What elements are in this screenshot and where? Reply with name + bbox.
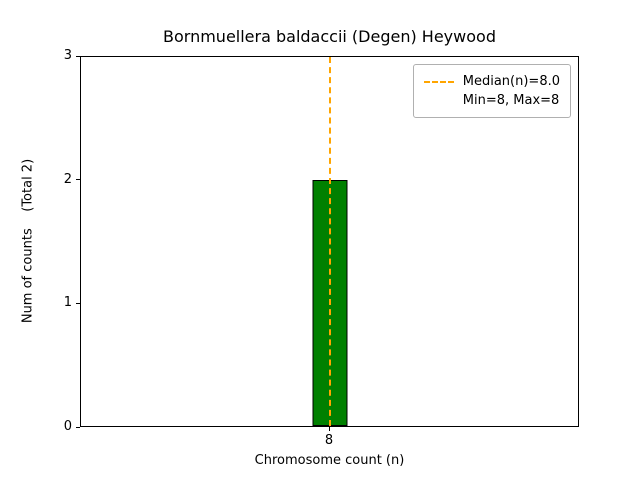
x-tick-label-8: 8	[324, 433, 334, 448]
y-tick-label: 2	[63, 171, 72, 187]
legend-row-median: Median(n)=8.0	[423, 72, 560, 91]
legend-median-dashed-line-icon	[423, 80, 454, 83]
x-tick-mark	[329, 427, 330, 431]
legend-median-label: Median(n)=8.0	[462, 74, 560, 89]
legend: Median(n)=8.0 Min=8, Max=8	[412, 64, 571, 118]
chart-title: Bornmuellera baldaccii (Degen) Heywood	[163, 27, 496, 46]
y-tick-label: 3	[63, 48, 72, 63]
x-axis-label: Chromosome count (n)	[254, 453, 405, 468]
y-tick-label: 0	[63, 419, 72, 434]
plot-area: Median(n)=8.0 Min=8, Max=8	[80, 56, 579, 427]
y-tick-mark	[76, 179, 80, 181]
y-tick-mark	[76, 55, 80, 57]
y-tick-mark	[76, 302, 80, 304]
median-line	[328, 57, 331, 426]
legend-minmax-label: Min=8, Max=8	[462, 93, 560, 108]
y-tick-mark	[76, 426, 80, 428]
y-tick-label: 1	[63, 295, 72, 311]
legend-row-minmax: Min=8, Max=8	[424, 91, 560, 110]
